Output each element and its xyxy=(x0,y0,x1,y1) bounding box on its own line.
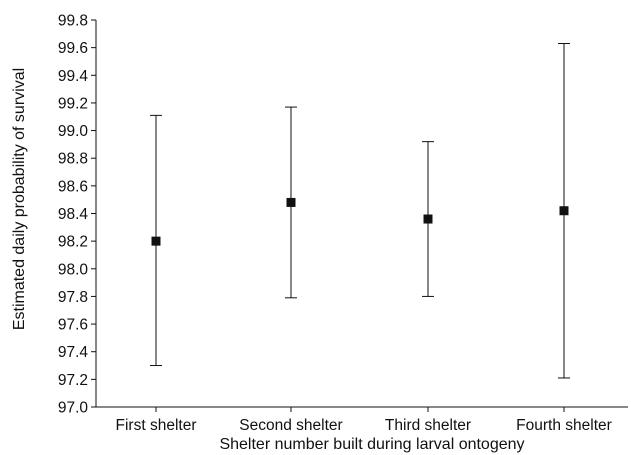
x-axis-title: Shelter number built during larval ontog… xyxy=(219,436,524,453)
y-tick-label: 98.4 xyxy=(58,206,89,223)
y-tick-label: 99.2 xyxy=(58,95,88,112)
x-tick-label: Second shelter xyxy=(239,417,342,434)
x-tick-label: Third shelter xyxy=(385,417,471,434)
y-tick-label: 97.0 xyxy=(58,400,89,417)
y-tick-label: 99.4 xyxy=(58,68,89,85)
data-point-marker xyxy=(151,236,161,246)
y-tick-label: 97.2 xyxy=(58,372,88,389)
x-tick-label: Fourth shelter xyxy=(516,417,612,434)
y-axis-title: Estimated daily probability of survival xyxy=(11,68,28,330)
y-tick-label: 98.8 xyxy=(58,151,88,168)
data-markers xyxy=(151,197,569,246)
y-tick-label: 99.6 xyxy=(58,40,88,57)
data-point-marker xyxy=(286,197,296,207)
y-tick-label: 99.8 xyxy=(58,13,88,30)
y-tick-label: 98.6 xyxy=(58,178,88,195)
y-tick-label: 97.8 xyxy=(58,289,88,306)
y-tick-label: 98.0 xyxy=(58,261,89,278)
y-tick-label: 97.4 xyxy=(58,344,89,361)
data-point-marker xyxy=(423,214,433,224)
y-tick-label: 98.2 xyxy=(58,234,88,251)
error-bars xyxy=(150,42,570,379)
axes xyxy=(95,20,628,408)
data-point-marker xyxy=(559,206,569,216)
y-tick-label: 99.0 xyxy=(58,123,89,140)
y-tick-label: 97.6 xyxy=(58,317,88,334)
ticks: 97.0 97.2 97.4 97.6 97.8 98.0 98.2 98.4 98.6 98.8… xyxy=(58,13,612,435)
x-tick-label: First shelter xyxy=(116,417,197,434)
